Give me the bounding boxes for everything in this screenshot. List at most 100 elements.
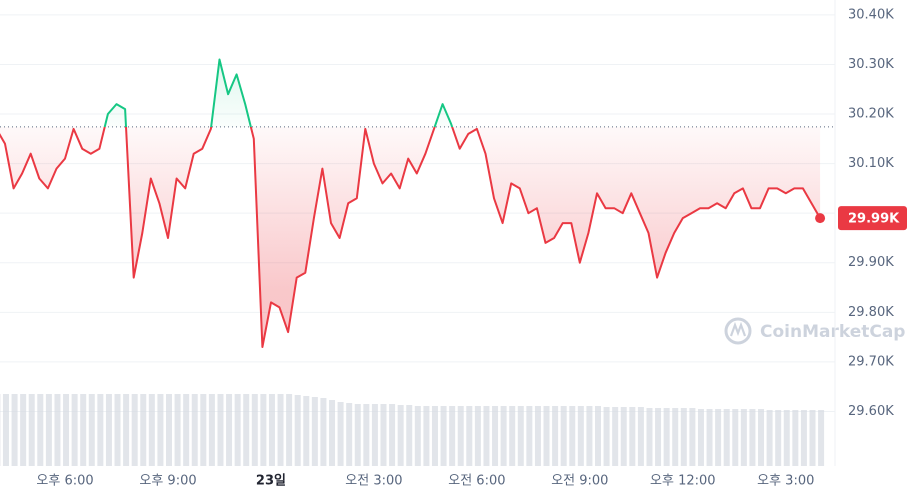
volume-bar xyxy=(277,394,284,466)
volume-bar xyxy=(663,408,670,466)
volume-bar xyxy=(329,400,336,466)
volume-bar xyxy=(732,409,739,466)
volume-bar xyxy=(71,394,78,466)
volume-bar xyxy=(63,394,70,466)
volume-bar xyxy=(474,406,481,466)
price-line xyxy=(0,58,821,348)
volume-bar xyxy=(140,394,147,466)
price-tag xyxy=(838,206,907,231)
volume-bar xyxy=(166,394,172,466)
volume-bar xyxy=(174,394,181,466)
volume-bar xyxy=(320,398,327,466)
volume-bar xyxy=(148,394,155,466)
volume-bar xyxy=(183,394,190,466)
watermark: CoinMarketCap xyxy=(724,317,905,345)
volume-bar xyxy=(646,408,653,466)
x-tick-label: 오후 12:00 xyxy=(650,474,716,489)
volume-bar xyxy=(423,406,430,466)
volume-bar xyxy=(11,394,18,466)
last-point xyxy=(815,213,826,224)
volume-bar xyxy=(586,406,593,466)
volume-bar xyxy=(466,406,473,466)
volume-bar xyxy=(268,394,275,466)
volume-bar xyxy=(88,394,95,466)
volume-bar xyxy=(226,394,233,466)
volume-bar xyxy=(723,409,730,466)
volume-bar xyxy=(483,406,490,466)
y-tick-label: 30.10K xyxy=(848,156,894,171)
volume-bar xyxy=(500,406,507,466)
y-tick-label: 30.40K xyxy=(848,7,894,22)
volume-bar xyxy=(363,404,370,466)
volume-bar xyxy=(294,395,301,466)
y-tick-label: 29.70K xyxy=(848,354,894,369)
volume-bar xyxy=(54,394,61,466)
volume-bar xyxy=(534,406,541,466)
volume-bar xyxy=(200,394,207,466)
volume-bar xyxy=(560,406,567,466)
volume-bar xyxy=(397,405,404,466)
volume-bar xyxy=(286,394,293,466)
volume-bar xyxy=(655,408,662,466)
volume-bar xyxy=(20,394,27,466)
volume-bar xyxy=(431,406,438,466)
volume-bar xyxy=(526,406,533,466)
volume-bar xyxy=(346,403,353,466)
volume-bar xyxy=(672,408,679,466)
volume-bar xyxy=(543,406,550,466)
volume-bar xyxy=(251,394,258,466)
volume-bar xyxy=(354,404,361,466)
volume-bar xyxy=(45,394,52,466)
volume-bars xyxy=(0,394,825,466)
y-tick-label: 29.60K xyxy=(848,404,894,419)
volume-bar xyxy=(303,396,310,466)
volume-bar xyxy=(612,407,619,466)
volume-bar xyxy=(131,394,138,466)
volume-bar xyxy=(80,394,87,466)
x-tick-label: 23일 xyxy=(256,474,286,489)
x-tick-label: 오후 9:00 xyxy=(139,474,196,489)
volume-bar xyxy=(603,407,610,466)
x-tick-label: 오후 3:00 xyxy=(757,474,814,489)
watermark-text: CoinMarketCap xyxy=(760,322,905,342)
volume-bar xyxy=(809,410,816,466)
volume-bar xyxy=(37,394,44,466)
volume-bar xyxy=(509,406,516,466)
volume-bar xyxy=(389,404,396,466)
volume-bar xyxy=(689,408,696,466)
volume-bar xyxy=(715,409,722,466)
volume-bar xyxy=(620,407,627,466)
volume-bar xyxy=(800,410,807,466)
y-tick-label: 30.20K xyxy=(848,107,894,122)
volume-bar xyxy=(234,394,241,466)
volume-bar xyxy=(191,394,198,466)
volume-bar xyxy=(406,405,413,466)
volume-bar xyxy=(818,410,825,466)
volume-bar xyxy=(749,409,756,466)
price-tag-label: 29.99K xyxy=(848,212,900,227)
volume-bar xyxy=(449,406,456,466)
volume-bar xyxy=(105,394,112,466)
price-area xyxy=(0,59,821,347)
y-tick-label: 29.90K xyxy=(848,255,894,270)
volume-bar xyxy=(97,394,104,466)
volume-bar xyxy=(595,406,601,466)
volume-bar xyxy=(243,394,250,466)
volume-bar xyxy=(697,409,704,466)
volume-bar xyxy=(28,394,35,466)
volume-bar xyxy=(517,406,524,466)
volume-bar xyxy=(569,406,576,466)
volume-bar xyxy=(208,394,215,466)
volume-bar xyxy=(114,394,121,466)
volume-bar xyxy=(706,409,713,466)
volume-bar xyxy=(783,410,790,466)
volume-bar xyxy=(311,397,318,466)
volume-bar xyxy=(552,406,559,466)
volume-bar xyxy=(217,394,224,466)
volume-bar xyxy=(766,410,773,466)
volume-bar xyxy=(123,394,130,466)
x-tick-label: 오전 9:00 xyxy=(551,474,608,489)
x-tick-label: 오전 6:00 xyxy=(448,474,505,489)
volume-bar xyxy=(492,406,499,466)
